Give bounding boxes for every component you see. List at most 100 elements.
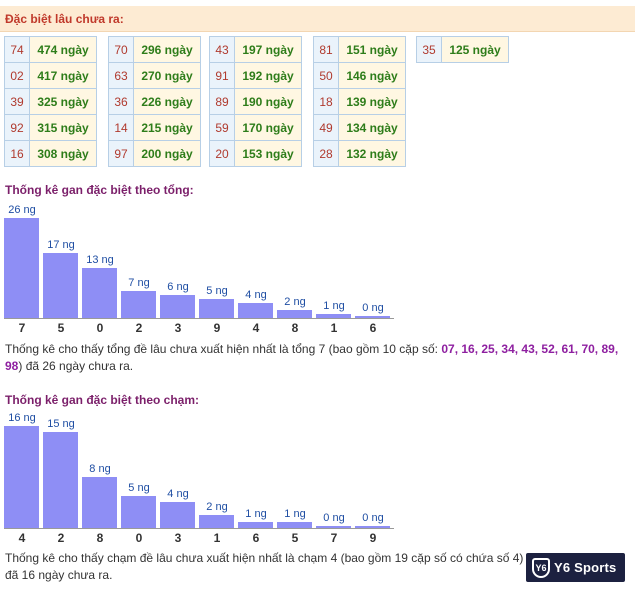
category-label: 6 bbox=[369, 321, 377, 335]
y6-sports-logo[interactable]: Y6 Y6 Sports bbox=[526, 553, 625, 582]
chart-bar bbox=[82, 268, 117, 318]
bar-value-label: 2 ng bbox=[206, 501, 228, 513]
bar-value-label: 6 ng bbox=[167, 281, 189, 293]
gan-days: 215 ngày bbox=[133, 114, 201, 141]
table-row: 97 200 ngày bbox=[108, 140, 201, 167]
header-bar: Đặc biệt lâu chưa ra: bbox=[0, 6, 635, 32]
gan-days: 474 ngày bbox=[29, 36, 97, 63]
gan-days: 170 ngày bbox=[234, 114, 302, 141]
table-row: 35 125 ngày bbox=[416, 36, 509, 63]
chart-bar bbox=[316, 314, 351, 318]
chart-bar bbox=[4, 218, 39, 318]
gan-days: 315 ngày bbox=[29, 114, 97, 141]
category-label: 9 bbox=[369, 531, 377, 545]
category-label: 5 bbox=[291, 531, 299, 545]
table-row: 39 325 ngày bbox=[4, 88, 97, 115]
gan-number: 74 bbox=[4, 36, 30, 63]
chart-bar bbox=[199, 299, 234, 318]
category-label: 2 bbox=[57, 531, 65, 545]
chart-bar bbox=[238, 303, 273, 318]
gan-number: 59 bbox=[209, 114, 235, 141]
bar-value-label: 4 ng bbox=[167, 488, 189, 500]
logo-text: Y6 Sports bbox=[554, 560, 617, 575]
gan-days: 197 ngày bbox=[234, 36, 302, 63]
gan-number: 49 bbox=[313, 114, 339, 141]
gan-days: 146 ngày bbox=[338, 62, 406, 89]
table-row: 20 153 ngày bbox=[209, 140, 302, 167]
table-row: 28 132 ngày bbox=[313, 140, 406, 167]
gan-number: 50 bbox=[313, 62, 339, 89]
gan-table-2: 70 296 ngày 63 270 ngày 36 226 ngày 14 215 ngày… bbox=[108, 36, 201, 167]
gan-number: 35 bbox=[416, 36, 442, 63]
chart-bar bbox=[277, 522, 312, 528]
touch-description: Thống kê cho thấy chạm đề lâu chưa xuất … bbox=[5, 551, 524, 582]
gan-days: 139 ngày bbox=[338, 88, 406, 115]
table-row: 81 151 ngày bbox=[313, 36, 406, 63]
sum-section-title: Thống kê gan đặc biệt theo tổng: bbox=[5, 183, 194, 197]
category-label: 1 bbox=[213, 531, 221, 545]
gan-days: 296 ngày bbox=[133, 36, 201, 63]
chart-bar bbox=[43, 432, 78, 528]
gan-number: 43 bbox=[209, 36, 235, 63]
category-label: 4 bbox=[18, 531, 26, 545]
gan-number: 63 bbox=[108, 62, 134, 89]
touch-section-title: Thống kê gan đặc biệt theo chạm: bbox=[5, 393, 200, 407]
chart-baseline bbox=[4, 318, 394, 319]
gan-number: 92 bbox=[4, 114, 30, 141]
bar-value-label: 13 ng bbox=[86, 254, 114, 266]
chart-bar bbox=[316, 526, 351, 528]
gan-table-3: 43 197 ngày 91 192 ngày 89 190 ngày 59 170 ngày… bbox=[209, 36, 302, 167]
chart-baseline bbox=[4, 528, 394, 529]
gan-number: 70 bbox=[108, 36, 134, 63]
gan-days: 226 ngày bbox=[133, 88, 201, 115]
gan-number: 16 bbox=[4, 140, 30, 167]
gan-days: 132 ngày bbox=[338, 140, 406, 167]
table-row: 89 190 ngày bbox=[209, 88, 302, 115]
sum-desc-prefix: Thống kê cho thấy tổng đề lâu chưa xuất … bbox=[5, 342, 442, 356]
chart-bar bbox=[199, 515, 234, 528]
category-label: 3 bbox=[174, 321, 182, 335]
table-row: 14 215 ngày bbox=[108, 114, 201, 141]
table-row: 92 315 ngày bbox=[4, 114, 97, 141]
chart-bar bbox=[121, 496, 156, 528]
table-row: 74 474 ngày bbox=[4, 36, 97, 63]
chart-bar bbox=[355, 526, 390, 528]
bar-value-label: 26 ng bbox=[8, 204, 36, 216]
chart-bar bbox=[160, 502, 195, 528]
chart-bar bbox=[238, 522, 273, 528]
category-label: 5 bbox=[57, 321, 65, 335]
gan-table-5: 35 125 ngày bbox=[416, 36, 509, 63]
gan-table-4: 81 151 ngày 50 146 ngày 18 139 ngày 49 134 ngày… bbox=[313, 36, 406, 167]
category-label: 9 bbox=[213, 321, 221, 335]
gan-days: 190 ngày bbox=[234, 88, 302, 115]
category-label: 0 bbox=[135, 531, 143, 545]
bar-value-label: 0 ng bbox=[362, 302, 384, 314]
table-row: 59 170 ngày bbox=[209, 114, 302, 141]
gan-days: 417 ngày bbox=[29, 62, 97, 89]
table-row: 70 296 ngày bbox=[108, 36, 201, 63]
gan-number: 91 bbox=[209, 62, 235, 89]
category-label: 7 bbox=[18, 321, 26, 335]
gan-days: 200 ngày bbox=[133, 140, 201, 167]
table-row: 50 146 ngày bbox=[313, 62, 406, 89]
category-label: 0 bbox=[96, 321, 104, 335]
bar-value-label: 8 ng bbox=[89, 463, 111, 475]
shield-icon: Y6 bbox=[532, 557, 550, 578]
gan-table-1: 74 474 ngày 02 417 ngày 39 325 ngày 92 315 ngày… bbox=[4, 36, 97, 167]
table-row: 43 197 ngày bbox=[209, 36, 302, 63]
gan-number: 36 bbox=[108, 88, 134, 115]
gan-days: 151 ngày bbox=[338, 36, 406, 63]
chart-bar bbox=[355, 316, 390, 318]
category-label: 3 bbox=[174, 531, 182, 545]
gan-days: 308 ngày bbox=[29, 140, 97, 167]
bar-value-label: 5 ng bbox=[206, 285, 228, 297]
table-row: 16 308 ngày bbox=[4, 140, 97, 167]
table-row: 63 270 ngày bbox=[108, 62, 201, 89]
category-label: 7 bbox=[330, 531, 338, 545]
header-title: Đặc biệt lâu chưa ra: bbox=[5, 12, 124, 26]
chart-bar bbox=[43, 253, 78, 318]
category-label: 4 bbox=[252, 321, 260, 335]
bar-value-label: 16 ng bbox=[8, 412, 36, 424]
gan-number: 97 bbox=[108, 140, 134, 167]
category-label: 2 bbox=[135, 321, 143, 335]
